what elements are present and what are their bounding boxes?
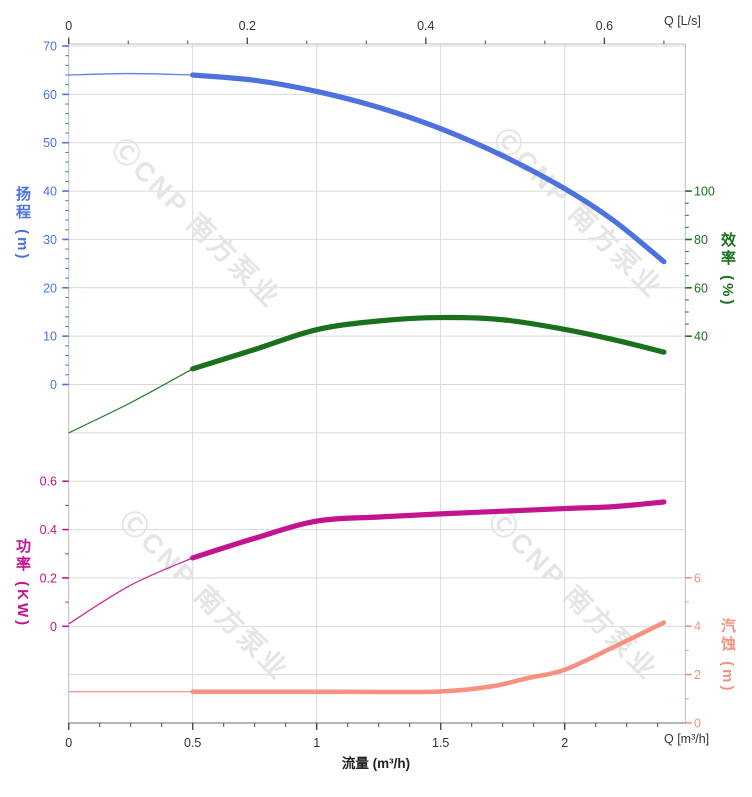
top-tick-label: 0 (65, 19, 72, 33)
power-curve (190, 499, 667, 561)
bottom-tick-label: 1 (313, 736, 320, 750)
bottom-tick-label: 2 (561, 736, 568, 750)
power-tick-label: 0.6 (40, 475, 57, 489)
head-tick-label: 70 (43, 40, 57, 54)
power-axis-title: 功率 (KW) (14, 538, 31, 629)
efficiency-curve-thin (68, 368, 194, 434)
head-tick-label: 10 (43, 330, 57, 344)
bottom-tick-label: 0.5 (184, 736, 201, 750)
head-tick-label: 30 (43, 233, 57, 247)
top-tick-label: 0.4 (417, 19, 434, 33)
power-curve-thin (68, 557, 193, 625)
head-axis-title: 扬程 (m) (14, 186, 31, 262)
npsh-tick-label: 6 (694, 571, 701, 585)
npsh-axis-title: 汽蚀 (m) (719, 618, 736, 694)
head-tick-label: 0 (50, 378, 57, 392)
cnp-watermark: ⒸCNP 南方泵业 (106, 132, 288, 314)
npsh-tick-label: 0 (694, 716, 701, 730)
head-tick-label: 60 (43, 88, 57, 102)
cnp-watermark: ⒸCNP 南方泵业 (483, 504, 665, 686)
efficiency-tick-label: 40 (694, 330, 708, 344)
efficiency-axis-title: 效率 (%) (719, 232, 736, 308)
head-curve (190, 72, 667, 265)
efficiency-tick-label: 60 (694, 281, 708, 295)
power-tick-label: 0.2 (40, 571, 57, 585)
bottom-tick-label: 0 (65, 736, 72, 750)
top-axis-unit-label: Q [L/s] (664, 14, 701, 28)
npsh-tick-label: 2 (694, 668, 701, 682)
head-tick-label: 20 (43, 281, 57, 295)
bottom-axis-unit-label: Q [m³/h] (664, 732, 710, 746)
head-tick-label: 40 (43, 185, 57, 199)
head-tick-label: 50 (43, 136, 57, 150)
npsh-tick-label: 4 (694, 620, 701, 634)
cnp-watermark: ⒸCNP 南方泵业 (488, 122, 670, 304)
bottom-tick-label: 1.5 (432, 736, 449, 750)
power-tick-label: 0 (50, 620, 57, 634)
flow-axis-title: 流量 (m³/h) (341, 756, 411, 771)
npsh-curve (190, 620, 667, 695)
efficiency-tick-label: 80 (694, 233, 708, 247)
power-tick-label: 0.4 (40, 523, 57, 537)
efficiency-tick-label: 100 (694, 185, 715, 199)
efficiency-curve (190, 314, 667, 372)
head-curve-thin (68, 72, 193, 76)
top-tick-label: 0.6 (596, 19, 613, 33)
top-tick-label: 0.2 (239, 19, 256, 33)
